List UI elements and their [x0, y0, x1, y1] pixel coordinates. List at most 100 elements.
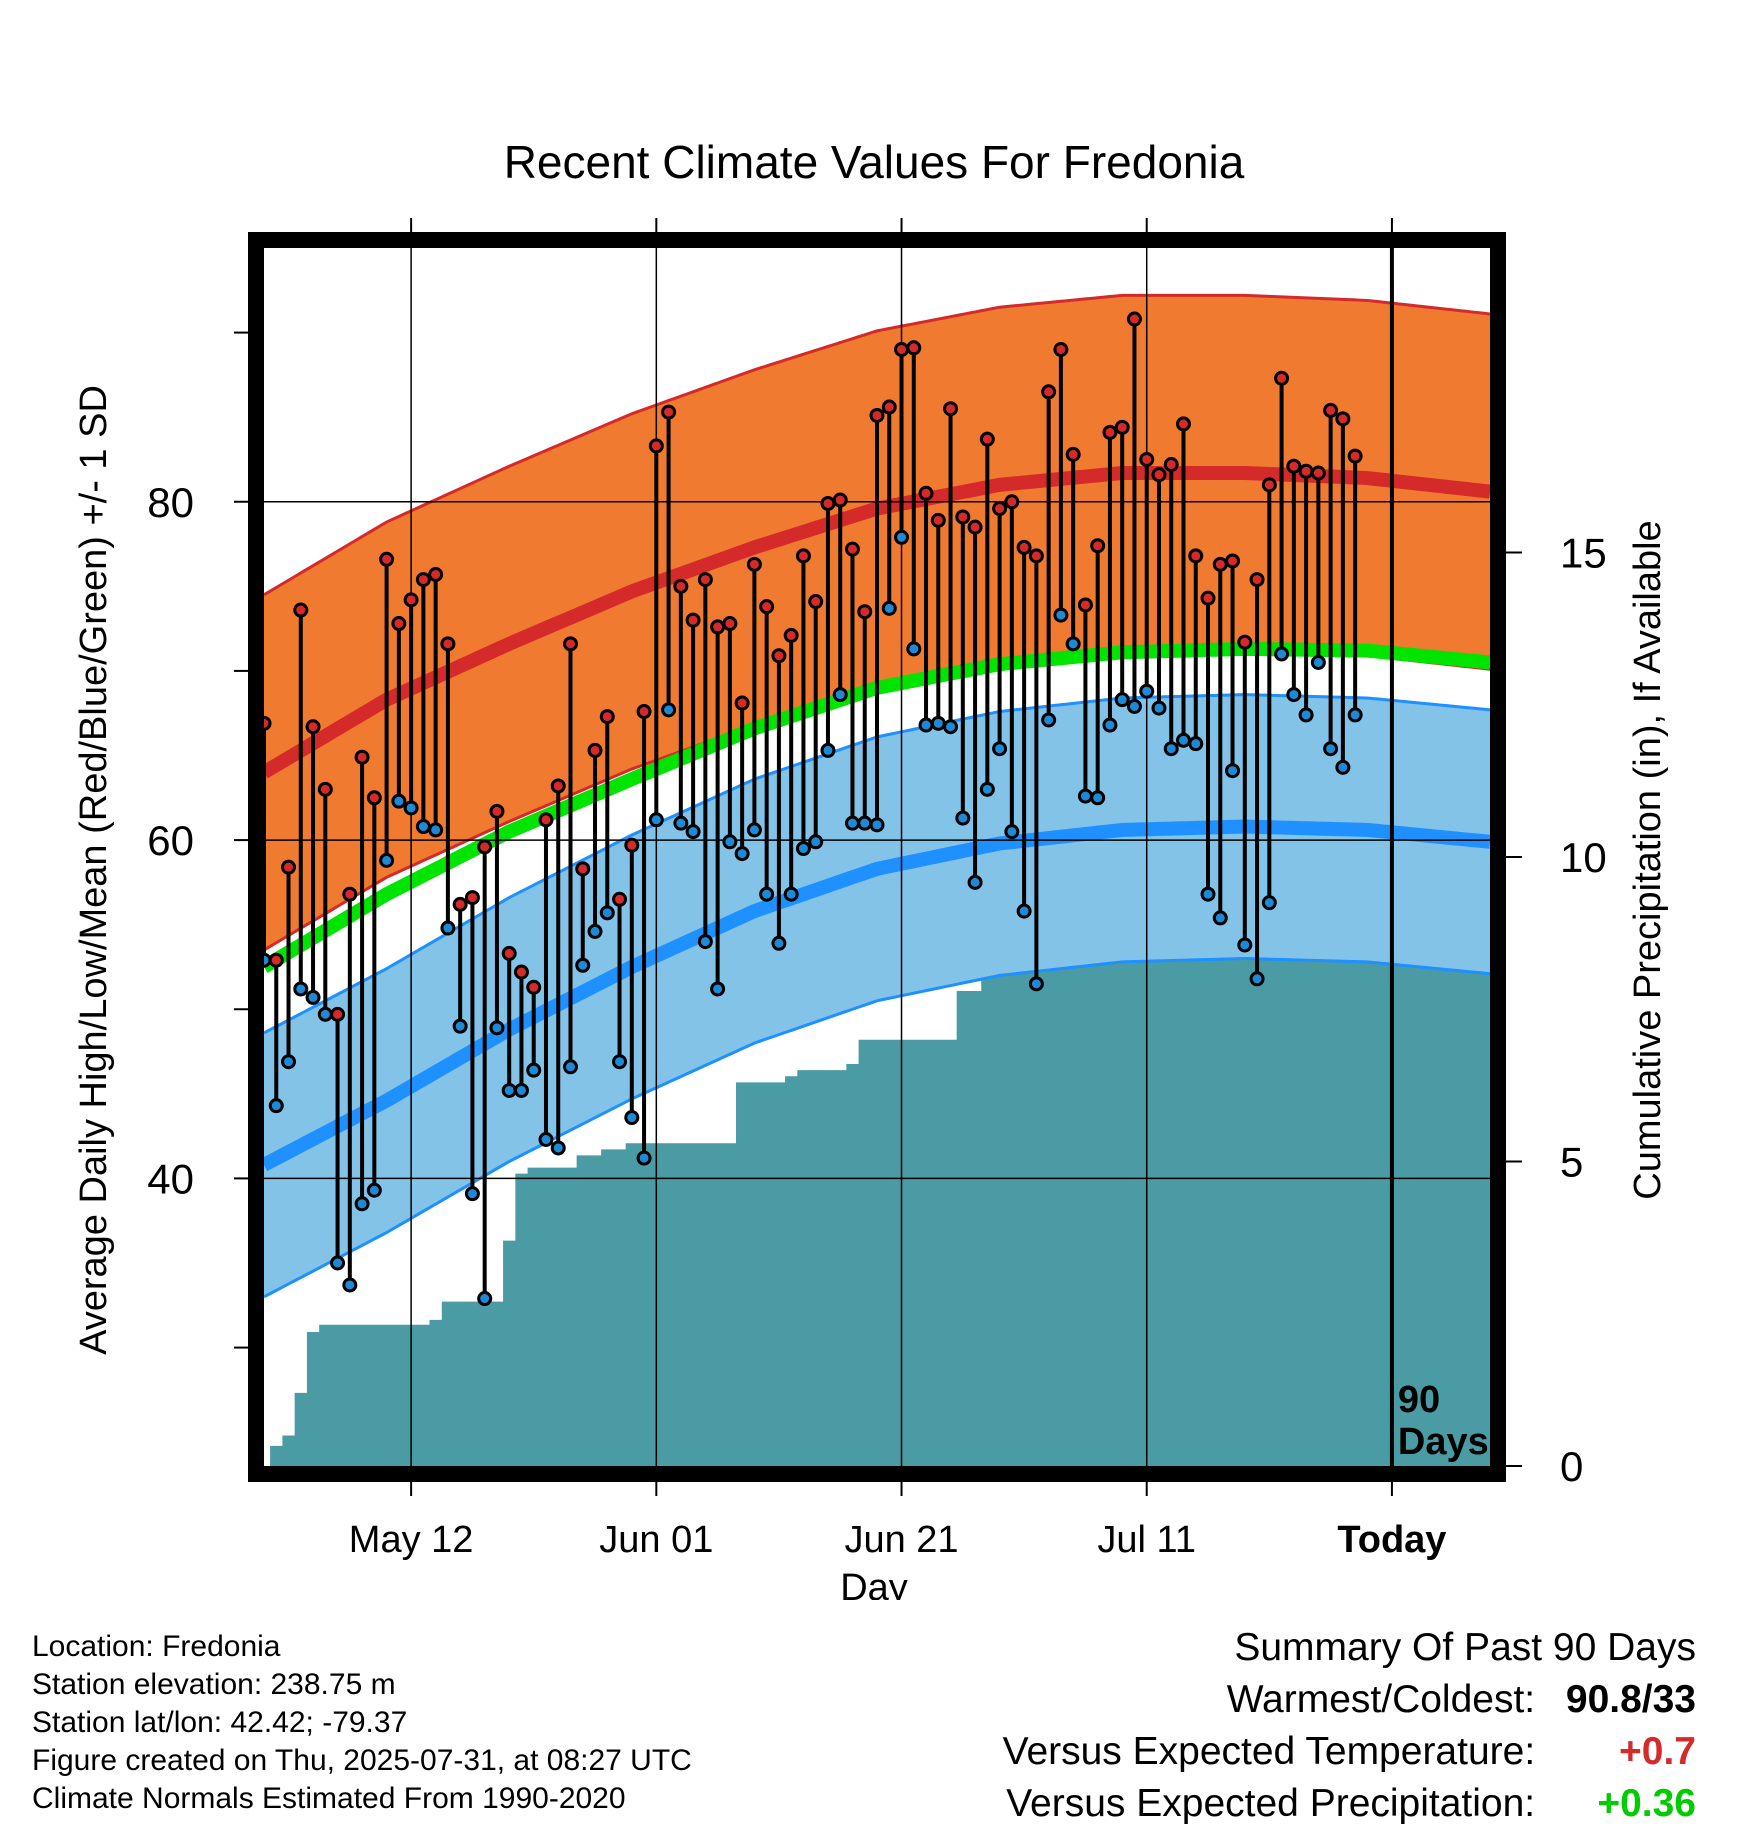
daily-high-point [563, 636, 578, 652]
daily-high-point [894, 342, 910, 357]
daily-high-point [881, 399, 897, 415]
daily-low-point [526, 1062, 542, 1078]
summary-panel: Summary Of Past 90 Days Warmest/Coldest:… [1003, 1622, 1696, 1830]
daily-low-point [1126, 698, 1142, 714]
daily-high-point [526, 979, 542, 995]
today-label-days: Days [1398, 1421, 1489, 1463]
daily-low-point [1298, 707, 1314, 723]
daily-high-point [1188, 548, 1204, 564]
daily-low-point [955, 810, 971, 826]
daily-low-point [881, 600, 897, 616]
daily-low-point [1249, 971, 1265, 987]
daily-high-point [1335, 411, 1351, 427]
daily-low-point [734, 846, 750, 862]
daily-high-point [710, 619, 726, 635]
daily-low-point [489, 1020, 505, 1036]
daily-low-point [783, 886, 799, 902]
daily-low-point [1361, 0, 1373, 6]
daily-low-point [1053, 607, 1069, 623]
station-info: Location: Fredonia Station elevation: 23… [32, 1628, 692, 1818]
daily-high-point [1274, 370, 1290, 386]
daily-high-point [293, 602, 309, 618]
summary-temp-row: Versus Expected Temperature: +0.7 [1003, 1726, 1696, 1778]
daily-high-point [1028, 548, 1044, 564]
daily-low-point [1374, 0, 1386, 6]
daily-high-point [550, 778, 566, 794]
temp-value: +0.7 [1619, 1730, 1696, 1773]
daily-high-point [264, 715, 272, 731]
daily-high-point [1361, 0, 1373, 6]
daily-high-point [587, 742, 603, 758]
daily-high-point [440, 636, 456, 652]
daily-low-point [661, 702, 677, 718]
daily-high-point [1310, 465, 1326, 481]
daily-high-point [599, 709, 615, 725]
daily-low-point [477, 1291, 493, 1307]
daily-high-point [1151, 467, 1167, 483]
daily-high-point [685, 612, 701, 628]
daily-high-point [636, 704, 652, 720]
daily-high-point [477, 839, 493, 855]
low-sd-band [264, 694, 1490, 1297]
daily-low-point [1261, 895, 1277, 911]
daily-high-point [1261, 477, 1277, 493]
daily-high-point [464, 890, 480, 906]
daily-low-point [1065, 636, 1081, 652]
precip-label: Versus Expected Precipitation: [1006, 1782, 1536, 1825]
daily-high-point [317, 781, 333, 797]
daily-high-point [379, 551, 395, 567]
y-tick-label-left: 40 [147, 1155, 194, 1202]
daily-low-point [1090, 790, 1106, 806]
daily-low-point [979, 781, 995, 797]
daily-high-point [428, 566, 444, 582]
daily-low-point [550, 1140, 566, 1156]
daily-high-point [1114, 419, 1130, 435]
x-axis-label: Day [840, 1567, 908, 1600]
daily-low-point [1004, 824, 1020, 840]
daily-low-point [1200, 886, 1216, 902]
daily-low-point [1212, 910, 1228, 926]
daily-low-point [673, 815, 689, 831]
y-axis-label-right: Cumulative Precipitation (in), If Availa… [1627, 520, 1669, 1199]
axes: May 12 Jun 01 Jun 21 Jul 11 Today 40 60 80 0 5 10 1… [147, 218, 1607, 1561]
daily-high-point [1225, 553, 1241, 569]
daily-high-point [1298, 463, 1314, 479]
daily-high-point [795, 548, 811, 564]
location-text: Location: Fredonia [32, 1630, 281, 1663]
daily-low-point [1310, 654, 1326, 670]
daily-low-point [612, 1054, 628, 1070]
normals-text: Climate Normals Estimated From 1990-2020 [32, 1782, 626, 1815]
x-tick-label: Today [1337, 1519, 1446, 1561]
daily-low-point [1077, 788, 1093, 804]
daily-high-point [354, 749, 370, 765]
daily-low-point [1237, 937, 1253, 953]
daily-low-point [452, 1018, 468, 1034]
daily-low-point [1163, 741, 1179, 757]
daily-low-point [1286, 687, 1302, 703]
daily-high-point [992, 501, 1008, 517]
daily-low-point [894, 529, 910, 545]
daily-low-point [1176, 732, 1191, 748]
daily-low-point [501, 1082, 517, 1098]
daily-high-point [930, 512, 946, 528]
daily-low-point [1151, 700, 1167, 716]
daily-high-point [661, 404, 677, 420]
daily-high-point [330, 1006, 346, 1022]
daily-low-point [317, 1006, 333, 1022]
daily-low-point [281, 1054, 297, 1070]
daily-low-point [268, 1098, 284, 1114]
daily-low-point [697, 934, 713, 950]
daily-low-point [342, 1277, 358, 1293]
daily-low-point [624, 1110, 640, 1126]
high-band-upper-edge [264, 293, 1490, 597]
elevation-text: Station elevation: 238.75 m [32, 1668, 396, 1701]
daily-low-point [379, 852, 395, 868]
daily-high-point [1077, 597, 1093, 613]
daily-high-point [366, 790, 382, 806]
daily-high-point [1237, 634, 1253, 650]
daily-high-point [771, 648, 787, 664]
y-tick-label-right: 15 [1560, 530, 1607, 577]
daily-high-point [305, 719, 321, 735]
daily-high-point [918, 485, 934, 501]
